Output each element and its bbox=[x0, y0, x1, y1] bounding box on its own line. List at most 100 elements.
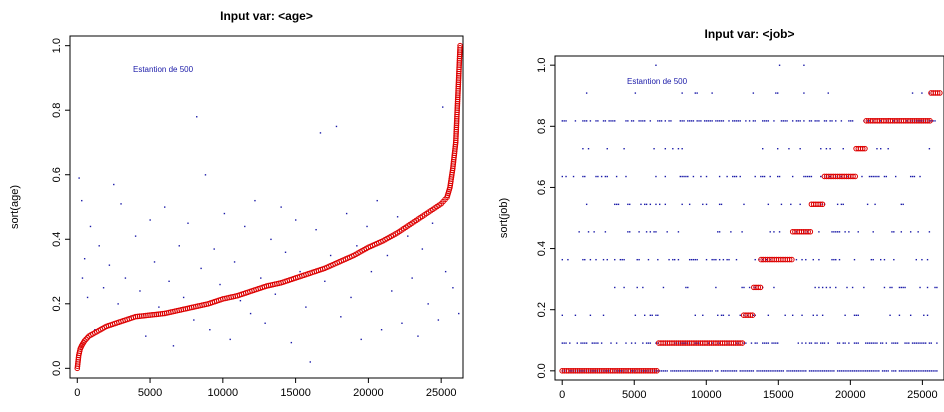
sample-point bbox=[784, 120, 786, 122]
sample-point bbox=[606, 258, 608, 261]
sample-point bbox=[617, 370, 620, 372]
sample-point bbox=[773, 231, 775, 233]
sample-point bbox=[638, 120, 640, 122]
sample-point bbox=[690, 258, 693, 261]
sample-point bbox=[717, 370, 719, 372]
sample-point bbox=[900, 231, 903, 233]
sample-point bbox=[894, 342, 897, 344]
sample-point bbox=[720, 370, 723, 372]
sample-point bbox=[917, 342, 919, 344]
sample-point bbox=[805, 258, 807, 261]
sample-point bbox=[711, 370, 713, 372]
sample-point bbox=[584, 175, 586, 178]
sample-point bbox=[921, 120, 923, 122]
sample-point bbox=[102, 287, 105, 289]
sample-point bbox=[264, 322, 266, 324]
sample-point bbox=[187, 222, 189, 224]
sample-point bbox=[840, 175, 843, 178]
sample-point bbox=[898, 314, 901, 316]
sample-point bbox=[930, 342, 932, 344]
sample-point bbox=[754, 120, 756, 122]
sample-point bbox=[814, 342, 816, 344]
sample-point bbox=[762, 342, 764, 344]
sample-point bbox=[574, 120, 577, 122]
sample-point bbox=[610, 120, 612, 122]
sample-point bbox=[823, 120, 826, 122]
sample-point bbox=[715, 258, 717, 261]
sample-point bbox=[692, 175, 695, 178]
sample-point bbox=[582, 148, 584, 150]
sample-point bbox=[587, 148, 590, 150]
sample-point bbox=[763, 370, 766, 372]
x-tick-label: 25000 bbox=[426, 387, 457, 399]
sample-point bbox=[728, 370, 730, 372]
sample-point bbox=[936, 342, 938, 344]
sample-point bbox=[664, 148, 667, 150]
sample-point bbox=[776, 342, 779, 344]
y-tick-label: 0.2 bbox=[51, 296, 63, 311]
sample-point bbox=[767, 370, 770, 372]
sample-point bbox=[593, 231, 595, 233]
sorted-point bbox=[817, 201, 824, 208]
sample-point bbox=[810, 175, 813, 178]
sample-point bbox=[660, 370, 663, 372]
sample-point bbox=[791, 175, 794, 178]
sample-point bbox=[820, 175, 822, 178]
sample-point bbox=[894, 175, 897, 178]
sample-point bbox=[657, 120, 659, 122]
sample-point bbox=[630, 120, 633, 122]
sample-point bbox=[776, 175, 779, 178]
sample-point bbox=[711, 258, 713, 261]
sample-point bbox=[831, 120, 833, 122]
sample-point bbox=[913, 342, 916, 344]
sample-point bbox=[936, 370, 938, 372]
sample-point bbox=[767, 314, 770, 316]
sample-point bbox=[835, 286, 837, 289]
sample-point bbox=[741, 286, 743, 289]
sample-point bbox=[814, 370, 816, 372]
age-chart: Input var: <age> sort(age) 0 5000 10000 15000… bbox=[9, 9, 464, 399]
sample-point bbox=[380, 329, 383, 331]
sample-point bbox=[649, 314, 652, 316]
sample-point bbox=[570, 370, 573, 372]
sample-point bbox=[836, 370, 839, 372]
sample-point bbox=[437, 319, 440, 321]
sample-point bbox=[883, 370, 886, 372]
sample-point bbox=[715, 120, 717, 122]
sample-point bbox=[898, 286, 901, 289]
sample-point bbox=[816, 314, 818, 316]
sample-point bbox=[765, 120, 768, 122]
sample-point bbox=[855, 370, 858, 372]
sample-point bbox=[851, 120, 854, 122]
sample-point bbox=[842, 203, 844, 206]
sample-point bbox=[921, 92, 923, 94]
sample-point bbox=[926, 314, 929, 316]
sample-point bbox=[821, 370, 824, 372]
sample-point bbox=[870, 370, 873, 372]
sample-point bbox=[763, 342, 766, 344]
sample-point bbox=[290, 341, 293, 344]
sample-point bbox=[857, 231, 859, 233]
sample-point bbox=[720, 314, 723, 316]
sample-point bbox=[585, 120, 588, 122]
sample-point bbox=[673, 370, 676, 372]
sample-point bbox=[908, 370, 910, 372]
sample-point bbox=[585, 203, 588, 206]
sample-point bbox=[812, 258, 814, 261]
sample-point bbox=[874, 203, 876, 206]
sample-point bbox=[632, 120, 635, 122]
sample-point bbox=[595, 258, 597, 261]
sample-point bbox=[814, 286, 816, 289]
sample-point bbox=[851, 286, 854, 289]
sample-point bbox=[825, 370, 828, 372]
sample-point bbox=[627, 231, 629, 233]
sample-point bbox=[763, 175, 766, 178]
sorted-point bbox=[81, 338, 88, 344]
sample-point bbox=[848, 370, 850, 372]
sample-point bbox=[827, 342, 829, 344]
sample-point bbox=[876, 370, 878, 372]
sample-point bbox=[771, 342, 773, 344]
sample-point bbox=[718, 342, 721, 344]
plot-frame bbox=[69, 35, 464, 379]
sample-point bbox=[919, 175, 921, 178]
